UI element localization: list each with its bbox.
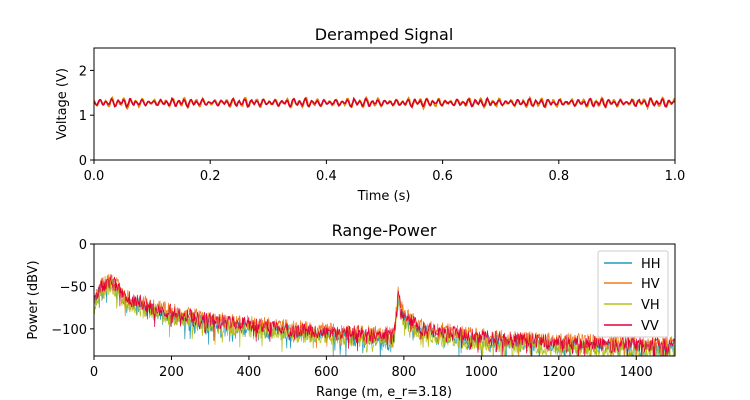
deramped-signal-ticks: 0.0 0.2 0.4 0.6 0.8 1.0 0 1 2 [79, 64, 686, 184]
range-power-xlabel: Range (m, e_r=3.18) [316, 385, 452, 400]
range-power-ytick-label: 0 [79, 238, 87, 253]
range-power-lines [94, 273, 675, 356]
deramped-signal-title: Deramped Signal [315, 25, 454, 44]
legend-label-vv: VV [641, 319, 659, 334]
range-power-xtick-label: 1200 [542, 365, 575, 380]
range-power-ticks: 0 200 400 600 800 1000 1200 1400 0 −50 −100 [51, 238, 653, 380]
deramped-signal-ytick-label: 2 [79, 64, 87, 79]
deramped-signal-frame [93, 47, 676, 161]
range-power-line-vv [94, 274, 675, 356]
deramped-signal-ylabel: Voltage (V) [55, 68, 70, 140]
legend-box [597, 250, 669, 338]
range-power-ytick-label: −100 [51, 323, 87, 338]
range-power-xtick-label: 1000 [465, 365, 498, 380]
range-power-xtick-label: 400 [237, 365, 262, 380]
legend-label-hv: HV [641, 277, 660, 292]
legend-label-hh: HH [641, 257, 661, 272]
range-power-axes: Range-Power 0 200 400 600 800 1000 1200 1400 0 −5… [26, 221, 676, 400]
range-power-xtick-label: 200 [159, 365, 184, 380]
deramped-signal-ytick-label: 0 [79, 154, 87, 169]
deramped-signal-lines [93, 95, 676, 111]
deramped-signal-axes: Deramped Signal 0.0 0.2 0.4 0.6 0.8 1.0 0 1 2 Ti… [55, 25, 685, 204]
range-power-xtick-label: 1400 [620, 365, 653, 380]
range-power-xtick-label: 0 [90, 365, 98, 380]
deramped-signal-xtick-label: 0.0 [84, 169, 105, 184]
deramped-signal-xlabel: Time (s) [357, 189, 411, 204]
range-power-ylabel: Power (dBV) [26, 260, 41, 339]
range-power-frame [93, 243, 676, 357]
deramped-signal-xtick-label: 0.2 [200, 169, 221, 184]
deramped-signal-xtick-label: 0.4 [316, 169, 337, 184]
deramped-signal-xtick-label: 0.6 [432, 169, 453, 184]
deramped-signal-xtick-label: 0.8 [548, 169, 569, 184]
legend-label-vh: VH [641, 298, 660, 313]
deramped-signal-line [93, 96, 675, 109]
deramped-signal-xtick-label: 1.0 [665, 169, 686, 184]
range-power-legend: HH HV VH VV [597, 250, 669, 338]
range-power-title: Range-Power [332, 221, 437, 240]
range-power-xtick-label: 600 [314, 365, 339, 380]
range-power-ytick-label: −50 [60, 280, 87, 295]
range-power-xtick-label: 800 [391, 365, 416, 380]
deramped-signal-ytick-label: 1 [79, 109, 87, 124]
